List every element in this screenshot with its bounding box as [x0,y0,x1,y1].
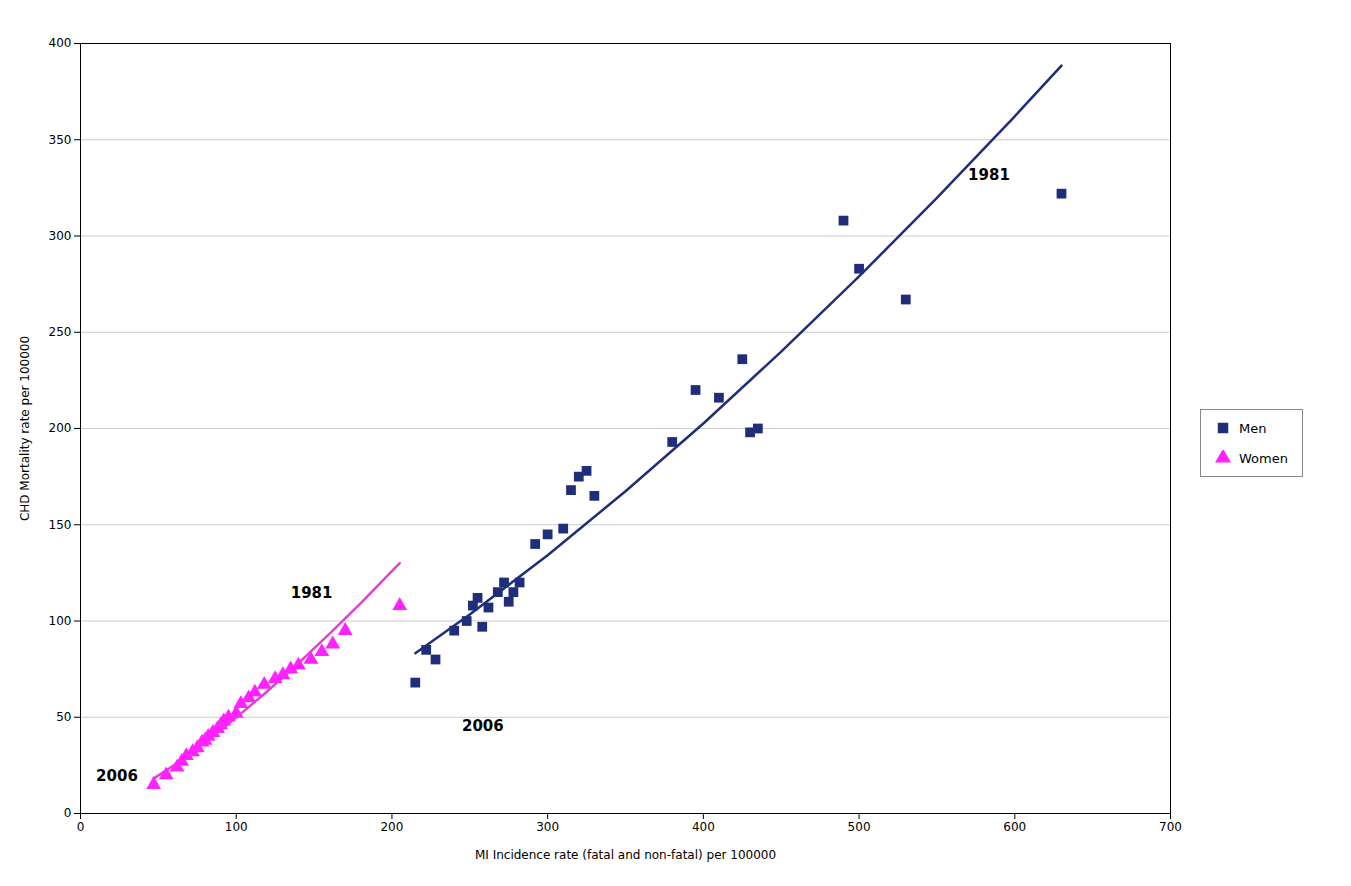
svg-text:250: 250 [49,325,72,339]
svg-text:150: 150 [49,518,72,532]
svg-text:MI Incidence rate (fatal and n: MI Incidence rate (fatal and non-fatal) … [475,848,776,862]
svg-text:2006: 2006 [462,717,504,735]
html-text:Women: Women [1239,450,1288,466]
svg-text:700: 700 [1159,820,1182,834]
html-text:Men: Men [1239,420,1267,436]
svg-text:0: 0 [64,806,72,820]
svg-text:2006: 2006 [96,767,138,785]
svg-text:50: 50 [56,710,71,724]
svg-text:200: 200 [49,421,72,435]
svg-text:CHD Mortality rate per 100000: CHD Mortality rate per 100000 [18,336,32,521]
svg-text:200: 200 [380,820,403,834]
svg-text:300: 300 [49,229,72,243]
svg-text:400: 400 [49,36,72,50]
svg-text:1981: 1981 [968,166,1010,184]
svg-text:350: 350 [49,133,72,147]
svg-text:600: 600 [1003,820,1026,834]
svg-text:100: 100 [225,820,248,834]
svg-text:0: 0 [77,820,85,834]
svg-text:400: 400 [692,820,715,834]
svg-text:1981: 1981 [291,584,333,602]
svg-text:100: 100 [49,614,72,628]
svg-text:300: 300 [536,820,559,834]
svg-text:500: 500 [848,820,871,834]
